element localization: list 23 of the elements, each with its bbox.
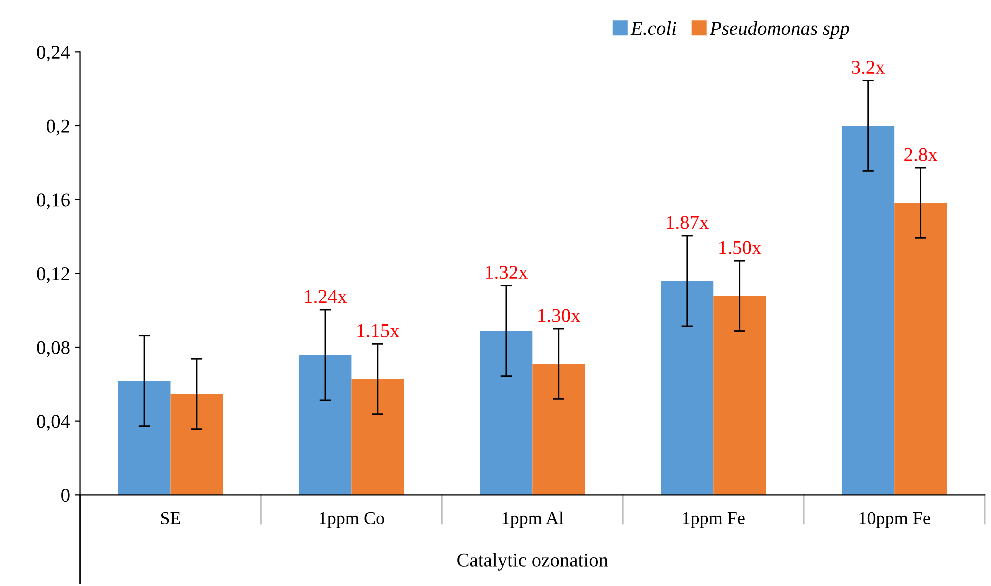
- y-tick-label: 0,04: [37, 415, 70, 432]
- annotation: 1.24x: [305, 290, 348, 304]
- y-tick-label: 0,12: [37, 267, 70, 284]
- annotation: 1.15x: [358, 324, 400, 338]
- x-axis-title: Catalytic ozonation: [458, 553, 608, 571]
- annotation: 1.30x: [538, 309, 581, 322]
- x-tick-label: 1ppm Fe: [683, 512, 745, 528]
- y-tick-label: 0: [62, 488, 70, 502]
- y-tick-label: 0,24: [37, 46, 70, 62]
- annotation: 1.87x: [667, 216, 710, 230]
- annotation: 3.2x: [852, 60, 886, 74]
- y-tick-label: 0,16: [37, 194, 70, 210]
- x-tick-label: SE: [161, 512, 180, 525]
- legend-label: E.coli: [630, 21, 676, 36]
- y-tick-label: 0,08: [37, 341, 70, 358]
- x-tick-label: 1ppm Al: [502, 512, 564, 528]
- annotation: 1.32x: [486, 266, 528, 280]
- annotation: 2.8x: [904, 148, 938, 162]
- annotation: 1.50x: [720, 241, 762, 254]
- x-tick-label: 1ppm Co: [320, 512, 384, 528]
- y-tick-label: 0,2: [46, 120, 70, 136]
- legend-label: Pseudomonas spp: [710, 21, 850, 40]
- x-tick-label: 10ppm Fe: [860, 512, 930, 528]
